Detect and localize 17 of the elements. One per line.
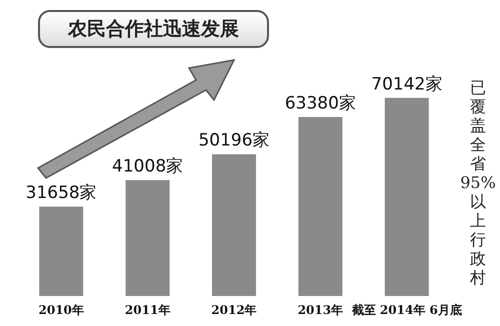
data-label: 41008家 (112, 156, 184, 177)
x-tick-label: 2012年 (211, 303, 257, 317)
text: 已覆盖全省95%以上行政村 (460, 78, 496, 287)
data-label: 31658家 (26, 183, 97, 204)
bar (298, 116, 342, 296)
data-label: 63380家 (284, 93, 356, 114)
bar (212, 154, 256, 296)
x-tick-label: 截至 2014年 6月底 (350, 303, 462, 317)
x-tick-label: 2010年 (38, 303, 84, 317)
bar (384, 98, 429, 296)
chart-title: 农民合作社迅速发展 (38, 10, 269, 48)
bar (39, 206, 84, 296)
x-tick-label: 2013年 (298, 303, 344, 317)
bar (126, 180, 170, 296)
data-label: 70142家 (371, 74, 442, 94)
data-label: 50196家 (198, 130, 270, 151)
x-tick-label: 2011年 (124, 303, 170, 317)
